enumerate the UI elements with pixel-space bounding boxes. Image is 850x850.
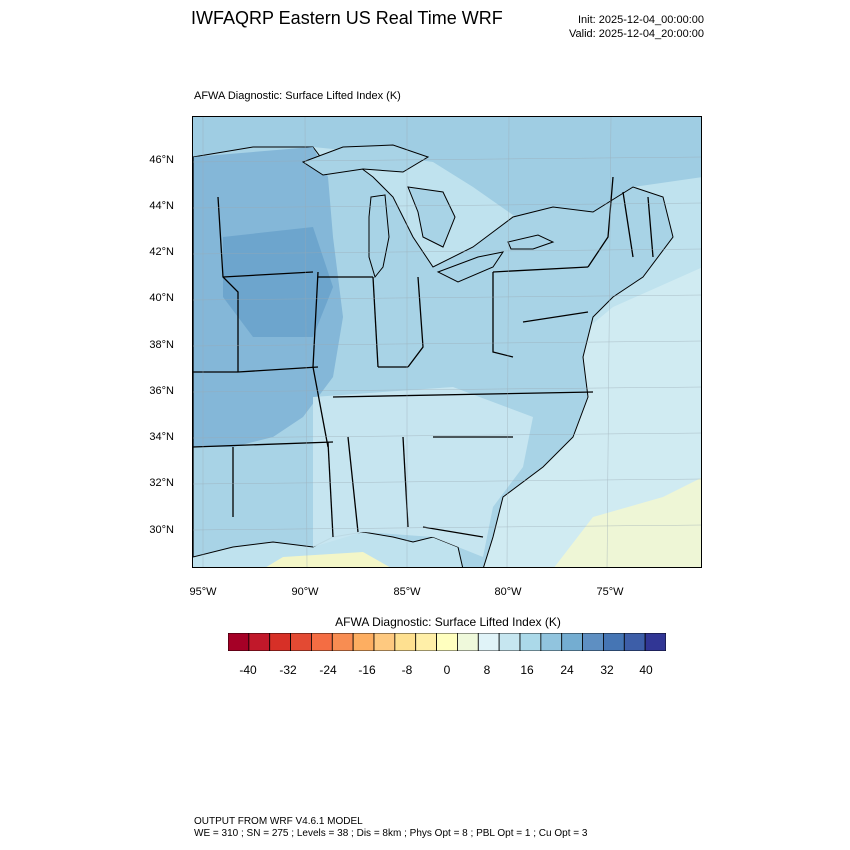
colorbar-swatch — [248, 633, 271, 651]
colorbar-swatch — [603, 633, 625, 651]
colorbar-tick: 24 — [560, 663, 574, 677]
main-title: IWFAQRP Eastern US Real Time WRF — [191, 8, 503, 28]
lat-label-36: 36°N — [149, 385, 174, 397]
colorbar-swatch — [228, 633, 250, 651]
colorbar-tick: -16 — [358, 663, 376, 677]
lat-label-38: 38°N — [149, 339, 174, 351]
colorbar-swatch — [519, 633, 542, 651]
colorbar-tick: 8 — [483, 663, 491, 677]
colorbar-tick: -8 — [401, 663, 413, 677]
colorbar-tick: 16 — [520, 663, 534, 677]
lake-superior — [301, 144, 430, 176]
colorbar-swatch — [415, 633, 437, 651]
lake-michigan — [368, 194, 390, 279]
colorbar-swatch — [477, 633, 500, 651]
footer-config-line: WE = 310 ; SN = 275 ; Levels = 38 ; Dis … — [194, 828, 588, 839]
state-boundaries — [193, 157, 654, 557]
colorbar-tick: 0 — [443, 663, 451, 677]
colorbar-swatch — [394, 633, 417, 651]
lat-label-46: 46°N — [149, 154, 174, 166]
lon-label-85: 85°W — [393, 586, 421, 598]
colorbar-tick: 32 — [600, 663, 614, 677]
colorbar — [228, 633, 666, 651]
colorbar-tick: -40 — [239, 663, 257, 677]
colorbar-swatch — [457, 633, 479, 651]
colorbar-swatch — [269, 633, 291, 651]
init-time: Init: 2025-12-04_00:00:00 — [578, 14, 704, 26]
lon-label-95: 95°W — [189, 586, 217, 598]
lake-huron — [407, 186, 456, 248]
colorbar-swatch — [331, 633, 354, 651]
lat-label-40: 40°N — [149, 292, 174, 304]
lat-label-44: 44°N — [149, 200, 174, 212]
map-svg — [193, 117, 701, 567]
colorbar-tick: -32 — [279, 663, 297, 677]
lon-label-90: 90°W — [291, 586, 319, 598]
valid-time: Valid: 2025-12-04_20:00:00 — [569, 28, 704, 40]
lat-label-32: 32°N — [149, 477, 174, 489]
lat-label-42: 42°N — [149, 246, 174, 258]
map-panel — [192, 116, 702, 568]
atlantic-warm-zone — [554, 478, 701, 567]
canada-land — [193, 117, 701, 222]
colorbar-swatch — [352, 633, 375, 651]
atlantic-ocean — [473, 267, 701, 567]
colorbar-swatch — [644, 633, 666, 651]
colorbar-swatch — [498, 633, 521, 651]
southeast-high-li — [313, 387, 533, 557]
lat-label-30: 30°N — [149, 524, 174, 536]
colorbar-swatch — [290, 633, 312, 651]
gulf-warm-zone — [266, 552, 390, 567]
colorbar-swatch — [373, 633, 396, 651]
colorbar-swatch — [561, 633, 583, 651]
colorbar-swatch — [540, 633, 563, 651]
lake-ontario — [507, 234, 555, 250]
colorbar-title: AFWA Diagnostic: Surface Lifted Index (K… — [335, 615, 561, 629]
colorbar-swatch — [311, 633, 333, 651]
lat-label-34: 34°N — [149, 431, 174, 443]
colorbar-tick: -24 — [319, 663, 337, 677]
lake-erie — [436, 251, 505, 283]
colorbar-tick: 40 — [639, 663, 653, 677]
lon-label-75: 75°W — [596, 586, 624, 598]
colorbar-swatch — [623, 633, 646, 651]
footer-model-line: OUTPUT FROM WRF V4.6.1 MODEL — [194, 816, 363, 827]
lon-label-80: 80°W — [494, 586, 522, 598]
graticule — [193, 117, 701, 567]
colorbar-swatch — [436, 633, 458, 651]
plot-title: AFWA Diagnostic: Surface Lifted Index (K… — [194, 90, 401, 102]
colorbar-swatch — [582, 633, 604, 651]
